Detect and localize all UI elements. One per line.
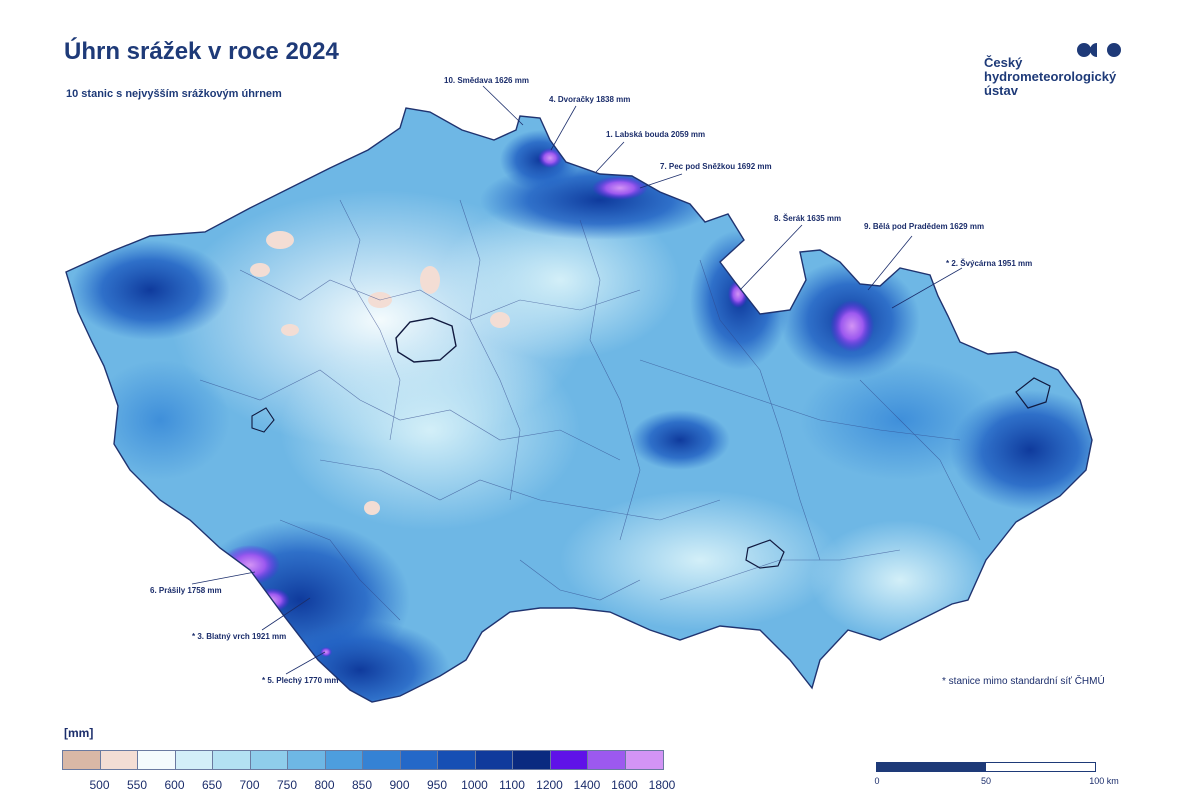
- scale-label-0: 0: [874, 776, 880, 786]
- prague-boundary: [395, 317, 457, 363]
- scale-bar-segment-filled: [877, 763, 986, 771]
- legend-tick-label: 700: [239, 778, 260, 792]
- scale-label-50: 50: [980, 776, 992, 786]
- legend-tick-label: 1200: [536, 778, 563, 792]
- legend-swatch: [213, 751, 251, 769]
- legend-tick-label: 950: [426, 778, 448, 792]
- city-boundary-brno: [745, 539, 785, 569]
- legend-swatch: [100, 751, 138, 769]
- legend-swatch: [175, 751, 213, 769]
- legend-swatch: [288, 751, 326, 769]
- legend-tick-label: 1100: [499, 778, 525, 792]
- chmu-logo: Český hydrometeorologický ústav: [984, 42, 1144, 102]
- legend-tick-label: 1600: [611, 778, 638, 792]
- station-label-smedava: 10. Smědava 1626 mm: [444, 76, 529, 85]
- city-boundary-ostrava: [1015, 377, 1051, 409]
- color-legend: [62, 750, 664, 770]
- logo-line-1: Český: [984, 55, 1023, 70]
- legend-swatch: [550, 751, 588, 769]
- logo-dots-icon: [1077, 43, 1121, 57]
- legend-swatch: [250, 751, 288, 769]
- station-label-plechy: * 5. Plechý 1770 mm: [262, 676, 339, 685]
- station-label-svycarna: * 2. Švýcárna 1951 mm: [946, 259, 1033, 268]
- legend-tick-label: 750: [276, 778, 298, 792]
- station-label-blatny-vrch: * 3. Blatný vrch 1921 mm: [192, 632, 287, 641]
- legend-tick-label: 900: [389, 778, 410, 792]
- legend-swatch: [138, 751, 176, 769]
- legend-swatch: [363, 751, 401, 769]
- city-boundary-plzen: [251, 407, 275, 433]
- legend-swatch: [588, 751, 626, 769]
- logo-line-2: hydrometeorologický: [984, 69, 1117, 84]
- scale-bar: [876, 762, 1096, 772]
- logo-line-3: ústav: [984, 83, 1018, 98]
- legend-tick-label: 650: [201, 778, 223, 792]
- map-subtitle: 10 stanic s nejvyšším srážkovým úhrnem: [66, 88, 282, 100]
- legend-tick-label: 1800: [648, 778, 676, 792]
- legend-tick-label: 1400: [573, 778, 601, 792]
- legend-unit: [mm]: [64, 726, 94, 740]
- legend-tick-label: 600: [164, 778, 185, 792]
- station-label-dvoracky: 4. Dvoračky 1838 mm: [549, 95, 631, 104]
- legend-swatch: [475, 751, 513, 769]
- scale-label-100: 100 km: [1089, 776, 1119, 786]
- leader-lines: [191, 85, 963, 675]
- legend-swatch: [625, 751, 663, 769]
- scale-bar-segment-empty: [986, 763, 1095, 771]
- footnote: * stanice mimo standardní síť ČHMÚ: [942, 676, 1105, 687]
- legend-swatch: [325, 751, 363, 769]
- legend-swatch: [63, 751, 101, 769]
- station-label-prasily: 6. Prášily 1758 mm: [150, 586, 222, 595]
- legend-swatch: [438, 751, 476, 769]
- legend-tick-label: 850: [351, 778, 373, 792]
- station-label-labska-bouda: 1. Labská bouda 2059 mm: [606, 130, 706, 139]
- legend-swatch: [400, 751, 438, 769]
- legend-tick-label: 1000: [461, 778, 488, 792]
- legend-swatch: [513, 751, 551, 769]
- map-title: Úhrn srážek v roce 2024: [64, 38, 339, 65]
- legend-tick-label: 550: [126, 778, 148, 792]
- legend-ticks: 500 550 600 650 700 750 800 850 900 950 1000 1100 12…: [62, 778, 722, 794]
- legend-tick-label: 500: [89, 778, 110, 792]
- legend-tick-label: 800: [314, 778, 335, 792]
- station-label-pec-pod-snezkou: 7. Pec pod Sněžkou 1692 mm: [660, 162, 772, 171]
- station-label-bela-pod-pradedem: 9. Bělá pod Pradědem 1629 mm: [864, 222, 985, 231]
- station-label-serak: 8. Šerák 1635 mm: [774, 214, 842, 223]
